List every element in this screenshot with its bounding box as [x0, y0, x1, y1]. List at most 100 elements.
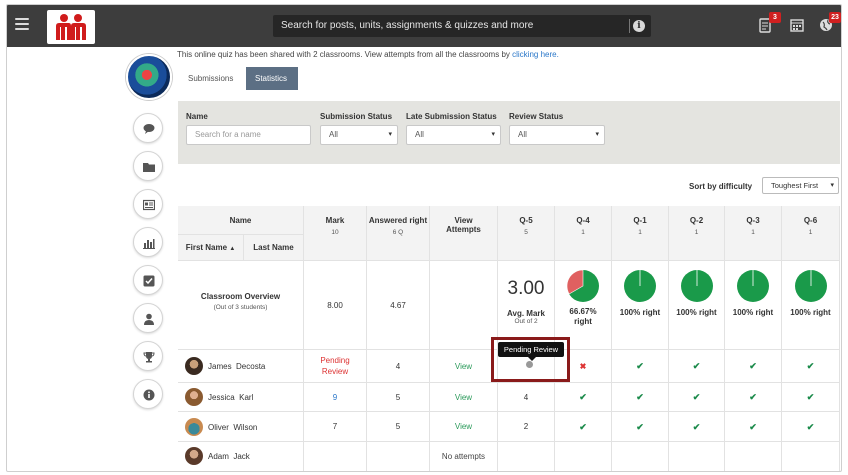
achievements-button[interactable]	[133, 341, 163, 371]
student-mark[interactable]: 7	[304, 412, 367, 442]
members-button[interactable]	[133, 303, 163, 333]
q2-pie-chart	[680, 270, 713, 302]
q2-header[interactable]: Q-2 1	[669, 206, 725, 261]
q3-points: 1	[751, 229, 755, 236]
q5-cell: 2	[498, 412, 555, 442]
avg-mark-sub: Out of 2	[514, 318, 538, 325]
q2-cell: ✔	[669, 350, 725, 383]
chevron-down-icon: ▾	[491, 131, 495, 138]
classroom-overview-label: Classroom Overview (Out of 3 students)	[178, 261, 304, 350]
check-icon: ✔	[806, 422, 815, 432]
avg-mark-value: 3.00	[507, 278, 545, 299]
late-submission-select[interactable]: All ▾	[406, 125, 501, 145]
q4-percentage: 66.67%	[569, 307, 597, 316]
info-button[interactable]	[133, 379, 163, 409]
check-icon: ✔	[749, 361, 757, 371]
q5-cell[interactable]	[498, 350, 555, 383]
calendar-icon[interactable]	[790, 18, 804, 34]
pending-review-status[interactable]: Pending Review	[304, 350, 367, 383]
overview-q6: 100% right	[782, 261, 840, 350]
student-name[interactable]: Jessica Karl	[208, 393, 254, 402]
q4-cell: ✔	[555, 412, 612, 442]
check-icon: ✔	[749, 392, 757, 402]
check-icon: ✔	[692, 392, 701, 402]
bar-chart-icon	[143, 239, 155, 249]
app-window: Search for posts, units, assignments & q…	[6, 4, 842, 472]
q1-cell: ✔	[612, 350, 669, 383]
updates-badge: 23	[829, 12, 841, 23]
q6-header[interactable]: Q-6 1	[782, 206, 840, 261]
student-name[interactable]: Adam Jack	[208, 452, 250, 461]
discussion-button[interactable]	[133, 113, 163, 143]
student-avatar	[185, 388, 203, 406]
gradebook-button[interactable]	[133, 189, 163, 219]
tab-submissions[interactable]: Submissions	[188, 74, 234, 83]
overview-q2: 100% right	[669, 261, 725, 350]
shared-note: This online quiz has been shared with 2 …	[177, 50, 559, 59]
q1-header[interactable]: Q-1 1	[612, 206, 669, 261]
late-submission-label: Late Submission Status	[406, 112, 497, 121]
student-name[interactable]: James Decosta	[208, 362, 266, 371]
view-attempt-link[interactable]: View	[430, 383, 498, 412]
pending-status-dot[interactable]	[526, 361, 533, 368]
view-attempt-link[interactable]: View	[430, 412, 498, 442]
tab-statistics[interactable]: Statistics	[246, 67, 298, 90]
q4-right-label: right	[574, 317, 592, 326]
q5-header[interactable]: Q-5 5	[498, 206, 555, 261]
shared-note-text: This online quiz has been shared with 2 …	[177, 50, 510, 59]
answered-count: 5	[367, 412, 430, 442]
mark-header: Mark 10	[304, 206, 367, 261]
check-icon: ✔	[692, 361, 701, 371]
sort-select[interactable]: Toughest First ▾	[762, 177, 839, 194]
menu-icon[interactable]	[15, 18, 29, 32]
check-icon: ✔	[579, 422, 587, 432]
q2-right-label: 100% right	[676, 308, 717, 317]
info-circle-icon	[143, 389, 155, 401]
overview-subtitle: (Out of 3 students)	[213, 304, 268, 311]
tasks-button[interactable]	[133, 265, 163, 295]
q5-points: 5	[524, 229, 528, 236]
first-name-sort-header[interactable]: First Name ▲	[178, 235, 244, 261]
assignments-icon[interactable]: 3	[759, 12, 781, 34]
q6-cell: ✔	[782, 350, 840, 383]
notifications-badge: 3	[769, 12, 781, 23]
app-logo[interactable]	[47, 10, 95, 44]
review-status-value: All	[518, 130, 527, 139]
q4-header[interactable]: Q-4 1	[555, 206, 612, 261]
student-name-cell: James Decosta	[178, 350, 304, 383]
student-name[interactable]: Oliver Wilson	[208, 423, 258, 432]
check-icon: ✔	[579, 392, 587, 402]
q6-right-label: 100% right	[790, 308, 831, 317]
last-name-sort-header[interactable]: Last Name	[244, 235, 304, 261]
files-button[interactable]	[133, 151, 163, 181]
checkbox-icon	[143, 275, 155, 287]
check-icon: ✔	[806, 392, 815, 402]
chat-icon	[143, 124, 155, 134]
chevron-down-icon: ▾	[830, 182, 834, 189]
view-all-classrooms-link[interactable]: clicking here.	[512, 50, 559, 59]
view-attempt-link[interactable]: View	[430, 350, 498, 383]
globe-icon[interactable]: 23	[819, 12, 841, 34]
first-name-label: First Name	[185, 243, 228, 252]
q3-header[interactable]: Q-3 1	[725, 206, 782, 261]
q2-cell: ✔	[669, 383, 725, 412]
submission-status-select[interactable]: All ▾	[320, 125, 398, 145]
q6-points: 1	[808, 229, 813, 236]
search-placeholder: Search for posts, units, assignments & q…	[281, 20, 534, 31]
quiz-avatar	[126, 54, 172, 100]
mark-header-total: 10	[331, 229, 339, 236]
id-card-icon	[143, 199, 155, 211]
global-search-input[interactable]: Search for posts, units, assignments & q…	[273, 15, 651, 37]
q6-cell: ✔	[782, 383, 840, 412]
review-status-select[interactable]: All ▾	[509, 125, 605, 145]
q3-right-label: 100% right	[732, 308, 774, 317]
student-name-cell: Adam Jack	[178, 442, 304, 471]
info-icon[interactable]: i	[633, 20, 645, 32]
name-search-input[interactable]: Search for a name	[186, 125, 311, 145]
student-mark[interactable]: 9	[304, 383, 367, 412]
q1-cell: ✔	[612, 383, 669, 412]
check-icon: ✔	[806, 361, 815, 371]
q1-right-label: 100% right	[619, 308, 661, 317]
student-mark	[304, 442, 367, 471]
statistics-button[interactable]	[133, 227, 163, 257]
